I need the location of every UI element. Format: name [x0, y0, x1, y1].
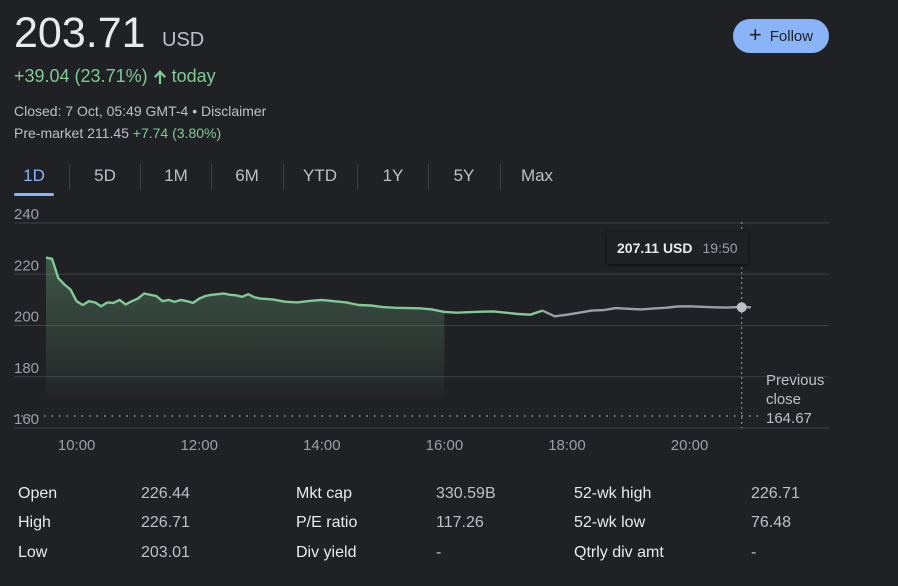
tab-1y[interactable]: 1Y — [382, 166, 404, 185]
stat-qtrly-div-value: - — [751, 544, 757, 561]
stat-mkt-cap-label: Mkt cap — [296, 485, 353, 502]
premarket-price: 211.45 — [87, 125, 129, 141]
tab-divider — [500, 164, 501, 190]
stat-div-yield-label: Div yield — [296, 544, 357, 561]
previous-close-label-line2: close — [766, 391, 802, 408]
disclaimer-link[interactable]: Disclaimer — [200, 103, 267, 119]
tab-1d[interactable]: 1D — [14, 162, 54, 196]
y-tick-label: 180 — [14, 360, 39, 377]
tab-5y[interactable]: 5Y — [453, 166, 475, 185]
tab-divider — [283, 164, 284, 190]
price-tooltip: 207.11 USD 19:50 — [607, 232, 748, 264]
hover-cursor-dot — [736, 302, 747, 313]
plus-icon: + — [748, 22, 762, 47]
previous-close-label: Previous close 164.67 — [766, 371, 824, 428]
premarket-change: +7.74 (3.80%) — [132, 125, 222, 141]
x-tick-label: 16:00 — [426, 437, 464, 454]
tab-1m[interactable]: 1M — [164, 166, 188, 185]
previous-close-label-line1: Previous — [766, 372, 825, 389]
extended-session-line — [541, 305, 751, 318]
stat-low-label: Low — [18, 544, 48, 561]
regular-session-area — [46, 257, 445, 398]
follow-button-label: Follow — [769, 27, 814, 45]
stat-qtrly-div-label: Qtrly div amt — [574, 544, 664, 561]
stat-open-label: Open — [18, 485, 58, 502]
x-tick-label: 14:00 — [303, 437, 341, 454]
premarket-label: Pre-market — [14, 125, 84, 141]
y-tick-label: 160 — [14, 411, 39, 428]
stat-pe-ratio-label: P/E ratio — [296, 514, 358, 531]
y-axis-labels: 240 220 200 180 160 — [14, 206, 39, 428]
x-tick-label: 10:00 — [58, 437, 96, 454]
stat-div-yield-value: - — [436, 544, 442, 561]
tab-max[interactable]: Max — [520, 166, 554, 185]
tab-divider — [357, 164, 358, 190]
x-axis-labels: 10:00 12:00 14:00 16:00 18:00 20:00 — [58, 437, 708, 454]
tab-divider — [428, 164, 429, 190]
arrow-up-icon — [153, 69, 166, 84]
current-price: 203.71 — [14, 9, 146, 57]
premarket-info: Pre-market 211.45 +7.74 (3.80%) — [14, 125, 221, 141]
x-tick-label: 12:00 — [180, 437, 218, 454]
tab-divider — [69, 164, 70, 190]
previous-close-value: 164.67 — [766, 410, 812, 427]
x-tick-label: 18:00 — [548, 437, 586, 454]
stat-52wk-low-value: 76.48 — [751, 514, 792, 531]
tooltip-price: 207.11 USD — [617, 240, 693, 256]
follow-button[interactable]: + Follow — [733, 19, 829, 53]
stat-high-value: 226.71 — [141, 514, 190, 531]
tab-divider — [211, 164, 212, 190]
y-tick-label: 220 — [14, 257, 39, 274]
price-change-value: +39.04 (23.71%) — [14, 66, 148, 86]
tab-divider — [140, 164, 141, 190]
stat-52wk-high-value: 226.71 — [751, 485, 800, 502]
regular-session-line — [45, 256, 543, 316]
tooltip-time: 19:50 — [702, 240, 738, 256]
bullet-separator: • — [192, 103, 201, 119]
closed-time: Closed: 7 Oct, 05:49 GMT-4 — [14, 103, 189, 119]
tab-5d[interactable]: 5D — [94, 166, 116, 185]
price-change-period: today — [171, 66, 216, 86]
market-status: Closed: 7 Oct, 05:49 GMT-4 • Disclaimer — [14, 103, 266, 119]
stat-open-value: 226.44 — [141, 485, 190, 502]
price-chart[interactable]: 240 220 200 180 160 10:00 12:00 14:00 16:00 18:0… — [0, 205, 898, 465]
price-change: +39.04 (23.71%) today — [14, 66, 216, 87]
stat-high-label: High — [18, 514, 51, 531]
stat-pe-ratio-value: 117.26 — [436, 514, 484, 531]
tab-6m[interactable]: 6M — [235, 166, 259, 185]
stat-mkt-cap-value: 330.59B — [436, 485, 496, 502]
stat-52wk-low-label: 52-wk low — [574, 514, 646, 531]
stat-52wk-high-label: 52-wk high — [574, 485, 652, 502]
y-tick-label: 240 — [14, 206, 39, 223]
currency-label: USD — [162, 29, 205, 51]
y-tick-label: 200 — [14, 309, 39, 326]
x-tick-label: 20:00 — [671, 437, 709, 454]
stat-low-value: 203.01 — [141, 544, 190, 561]
tab-ytd[interactable]: YTD — [303, 166, 337, 185]
